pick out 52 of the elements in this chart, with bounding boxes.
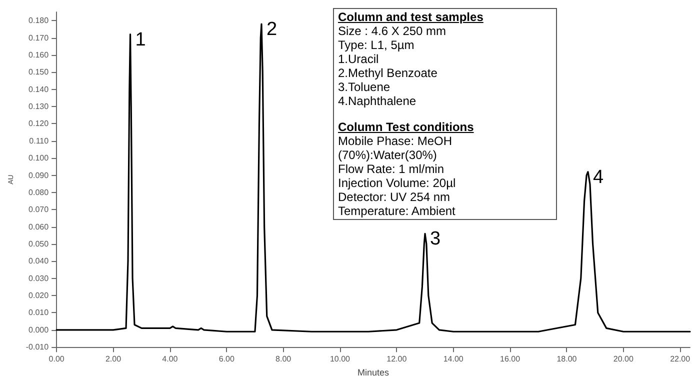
- annotation: Flow Rate: 1 ml/min: [338, 162, 446, 176]
- annotation: (70%):Water(30%): [338, 148, 438, 162]
- annotation: 2: [266, 19, 278, 40]
- y-tick-label: 0.110: [29, 136, 50, 146]
- y-tick-label: 0.070: [28, 205, 50, 214]
- x-tick-label: 12.00: [386, 354, 408, 364]
- y-tick-label: 0.010: [28, 308, 50, 318]
- annotation: Detector: UV 254 nm: [338, 190, 452, 204]
- y-tick-label: 0.130: [28, 102, 50, 112]
- line-series: [56, 23, 691, 332]
- annotation: Injection Volume: 20µl: [338, 176, 457, 190]
- y-tick-label: 0.020: [28, 291, 50, 300]
- x-axis-title: Minutes: [358, 368, 390, 378]
- x-tick-label: 14.00: [443, 354, 464, 364]
- x-tick-label: 10.00: [330, 354, 351, 364]
- annotation: 4.Naphthalene: [338, 94, 418, 108]
- y-tick-label: 0.120: [28, 119, 50, 128]
- y-tick-label: 0.000: [28, 325, 50, 334]
- annotation: 2.Methyl Benzoate: [338, 66, 438, 80]
- annotation: Column and test samples: [338, 10, 484, 24]
- x-tick-label: 2.00: [105, 354, 122, 364]
- y-tick-label: 0.040: [28, 256, 50, 266]
- y-tick-label: 0.060: [28, 222, 50, 232]
- annotation: Type: L1, 5µm: [338, 38, 416, 52]
- x-tick-label: 0.00: [48, 354, 65, 364]
- annotation: 1: [135, 29, 146, 50]
- y-tick-label: 0.140: [28, 84, 50, 94]
- annotation: 3: [430, 228, 441, 250]
- x-tick-label: 18.00: [556, 354, 578, 364]
- x-tick-label: 4.00: [162, 354, 178, 364]
- annotation: Size : 4.6 X 250 mm: [338, 24, 448, 38]
- y-tick-label: 0.160: [28, 50, 50, 60]
- annotation: Mobile Phase: MeOH: [338, 134, 454, 148]
- annotation: 3.Toluene: [338, 80, 392, 94]
- annotation: 4: [592, 166, 604, 188]
- x-tick-label: 20.00: [613, 354, 634, 364]
- y-tick-label: 0.180: [28, 16, 50, 26]
- x-tick-label: 6.00: [218, 354, 235, 364]
- y-tick-label: 0.150: [28, 68, 50, 77]
- x-tick-label: 16.00: [500, 354, 521, 364]
- y-tick-label: 0.090: [28, 170, 50, 180]
- x-tick-label: 22.00: [670, 354, 691, 364]
- y-tick-label: -0.010: [26, 342, 50, 352]
- x-tick-label: 8.00: [276, 354, 292, 364]
- y-tick-label: 0.170: [28, 33, 50, 42]
- y-tick-label: 0.030: [28, 274, 50, 283]
- y-tick-label: 0.050: [28, 239, 50, 248]
- annotation: Temperature: Ambient: [338, 204, 456, 218]
- y-tick-label: 0.080: [28, 188, 50, 197]
- annotation: 1.Uracil: [338, 52, 380, 66]
- annotation: Column Test conditions: [338, 120, 475, 134]
- y-tick-label: 0.100: [28, 154, 50, 163]
